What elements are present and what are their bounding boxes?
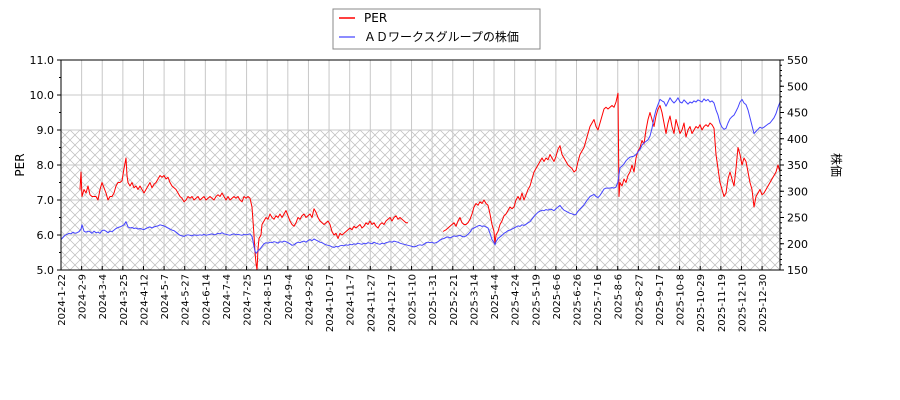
x-tick-label: 2025-6-26: [573, 274, 584, 326]
x-tick-label: 2024-9-26: [304, 274, 315, 326]
x-tick-label: 2025-12-30: [758, 274, 769, 332]
y-left-tick-label: 7.0: [37, 194, 55, 207]
y-left-tick-label: 11.0: [30, 54, 55, 67]
legend-label-stock: ＡＤワークスグループの株価: [364, 29, 519, 44]
y-left-tick-label: 10.0: [30, 89, 55, 102]
y-left-tick-label: 6.0: [37, 229, 55, 242]
y-left-tick-label: 8.0: [37, 159, 55, 172]
x-tick-label: 2024-4-12: [139, 274, 150, 326]
x-tick-label: 2024-12-17: [387, 274, 398, 332]
x-tick-label: 2024-6-14: [201, 274, 212, 326]
per-line: [79, 157, 408, 270]
x-tick-label: 2025-8-6: [614, 274, 625, 319]
y-right-tick-label: 500: [787, 80, 808, 93]
y-axis-left-label: PER: [13, 153, 27, 176]
series-lines: [61, 92, 780, 270]
x-tick-label: 2025-12-10: [737, 274, 748, 332]
x-tick-label: 2025-3-14: [469, 274, 480, 326]
y-right-tick-label: 300: [787, 185, 808, 198]
y-right-tick-label: 450: [787, 107, 808, 120]
x-axis: 2024-1-22 2024-2-9 2024-3-4 2024-3-25 2024-4…: [57, 266, 769, 332]
y-right-tick-label: 250: [787, 212, 808, 225]
x-tick-label: 2024-9-4: [284, 274, 295, 319]
x-tick-label: 2025-9-17: [655, 274, 666, 326]
per-line: [442, 92, 780, 245]
plot-area: [60, 59, 781, 271]
legend-box: [332, 8, 541, 50]
x-tick-label: 2025-2-21: [449, 274, 460, 326]
x-tick-label: 2025-10-8: [676, 274, 687, 326]
x-tick-label: 2024-7-4: [222, 274, 233, 319]
y-axis-right: 150 200 250 300 350 400 450 500 550: [780, 54, 808, 277]
legend-label-per: PER: [364, 11, 387, 25]
x-tick-label: 2024-2-9: [78, 274, 89, 319]
x-tick-label: 2025-6-6: [552, 274, 563, 319]
x-tick-label: 2024-5-27: [181, 274, 192, 326]
x-tick-label: 2025-4-4: [490, 274, 501, 319]
legend: PER ＡＤワークスグループの株価: [332, 8, 541, 50]
x-tick-label: 2025-1-10: [408, 274, 419, 326]
x-tick-label: 2024-5-7: [160, 274, 171, 319]
y-right-tick-label: 400: [787, 133, 808, 146]
y-right-tick-label: 150: [787, 264, 808, 277]
x-tick-label: 2025-8-27: [634, 274, 645, 326]
x-tick-label: 2024-8-15: [263, 274, 274, 326]
x-tick-label: 2024-3-25: [119, 274, 130, 326]
x-tick-label: 2024-3-4: [98, 274, 109, 319]
y-right-tick-label: 200: [787, 238, 808, 251]
x-tick-label: 2025-11-19: [717, 274, 728, 332]
y-right-tick-label: 350: [787, 159, 808, 172]
x-tick-label: 2025-4-24: [511, 274, 522, 326]
y-right-tick-label: 550: [787, 54, 808, 67]
y-axis-right-label: 株価: [829, 153, 844, 177]
x-tick-label: 2024-10-17: [325, 274, 336, 332]
x-tick-label: 2025-5-19: [531, 274, 542, 326]
x-tick-label: 2025-10-29: [696, 274, 707, 332]
x-tick-label: 2024-7-25: [243, 274, 254, 326]
x-tick-label: 2024-1-22: [57, 274, 68, 326]
y-axis-left: 5.0 6.0 7.0 8.0 9.0 10.0 11.0: [30, 54, 61, 277]
y-left-tick-label: 9.0: [37, 124, 55, 137]
x-tick-label: 2025-1-31: [428, 274, 439, 326]
y-left-tick-label: 5.0: [37, 264, 55, 277]
x-tick-label: 2025-7-16: [593, 274, 604, 326]
stock-price-line: [61, 97, 780, 254]
x-tick-label: 2024-11-7: [346, 274, 357, 326]
x-tick-label: 2024-11-27: [366, 274, 377, 332]
